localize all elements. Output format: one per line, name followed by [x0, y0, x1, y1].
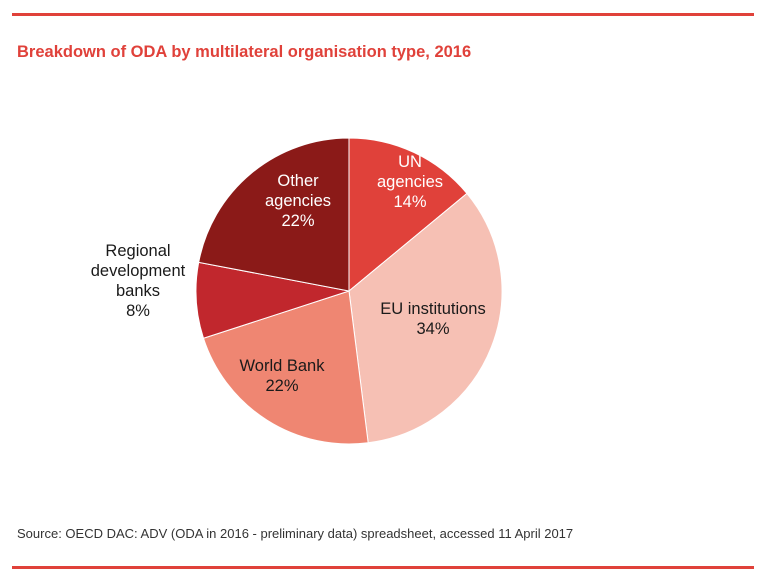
bottom-rule: [12, 566, 754, 569]
pie-slice-eu-institutions: [348, 192, 503, 444]
slice-label-world-bank: World Bank 22%: [240, 357, 326, 395]
slice-label-eu-institutions: EU institutions 34%: [380, 300, 485, 338]
slice-label-un-agencies: UN agencies 14%: [377, 153, 443, 211]
pie-slice-un-agencies: [348, 137, 468, 293]
slice-label-regional-development-banks: Regional development banks 8%: [91, 242, 186, 320]
pie-slice-other-agencies: [198, 137, 350, 292]
source-note: Source: OECD DAC: ADV (ODA in 2016 - pre…: [17, 526, 574, 541]
chart-title: Breakdown of ODA by multilateral organis…: [17, 43, 472, 61]
pie-slice-world-bank: [202, 290, 369, 445]
top-rule: [12, 13, 754, 16]
slice-label-other-agencies: Other agencies 22%: [265, 172, 331, 230]
